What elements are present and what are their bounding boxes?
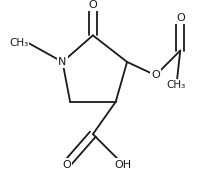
Text: N: N [58,57,66,67]
Text: O: O [62,159,70,170]
Text: O: O [88,0,97,10]
Text: OH: OH [114,159,131,170]
Text: O: O [175,13,184,23]
Text: CH₃: CH₃ [9,38,28,48]
Text: O: O [150,70,159,80]
Text: CH₃: CH₃ [166,80,185,90]
